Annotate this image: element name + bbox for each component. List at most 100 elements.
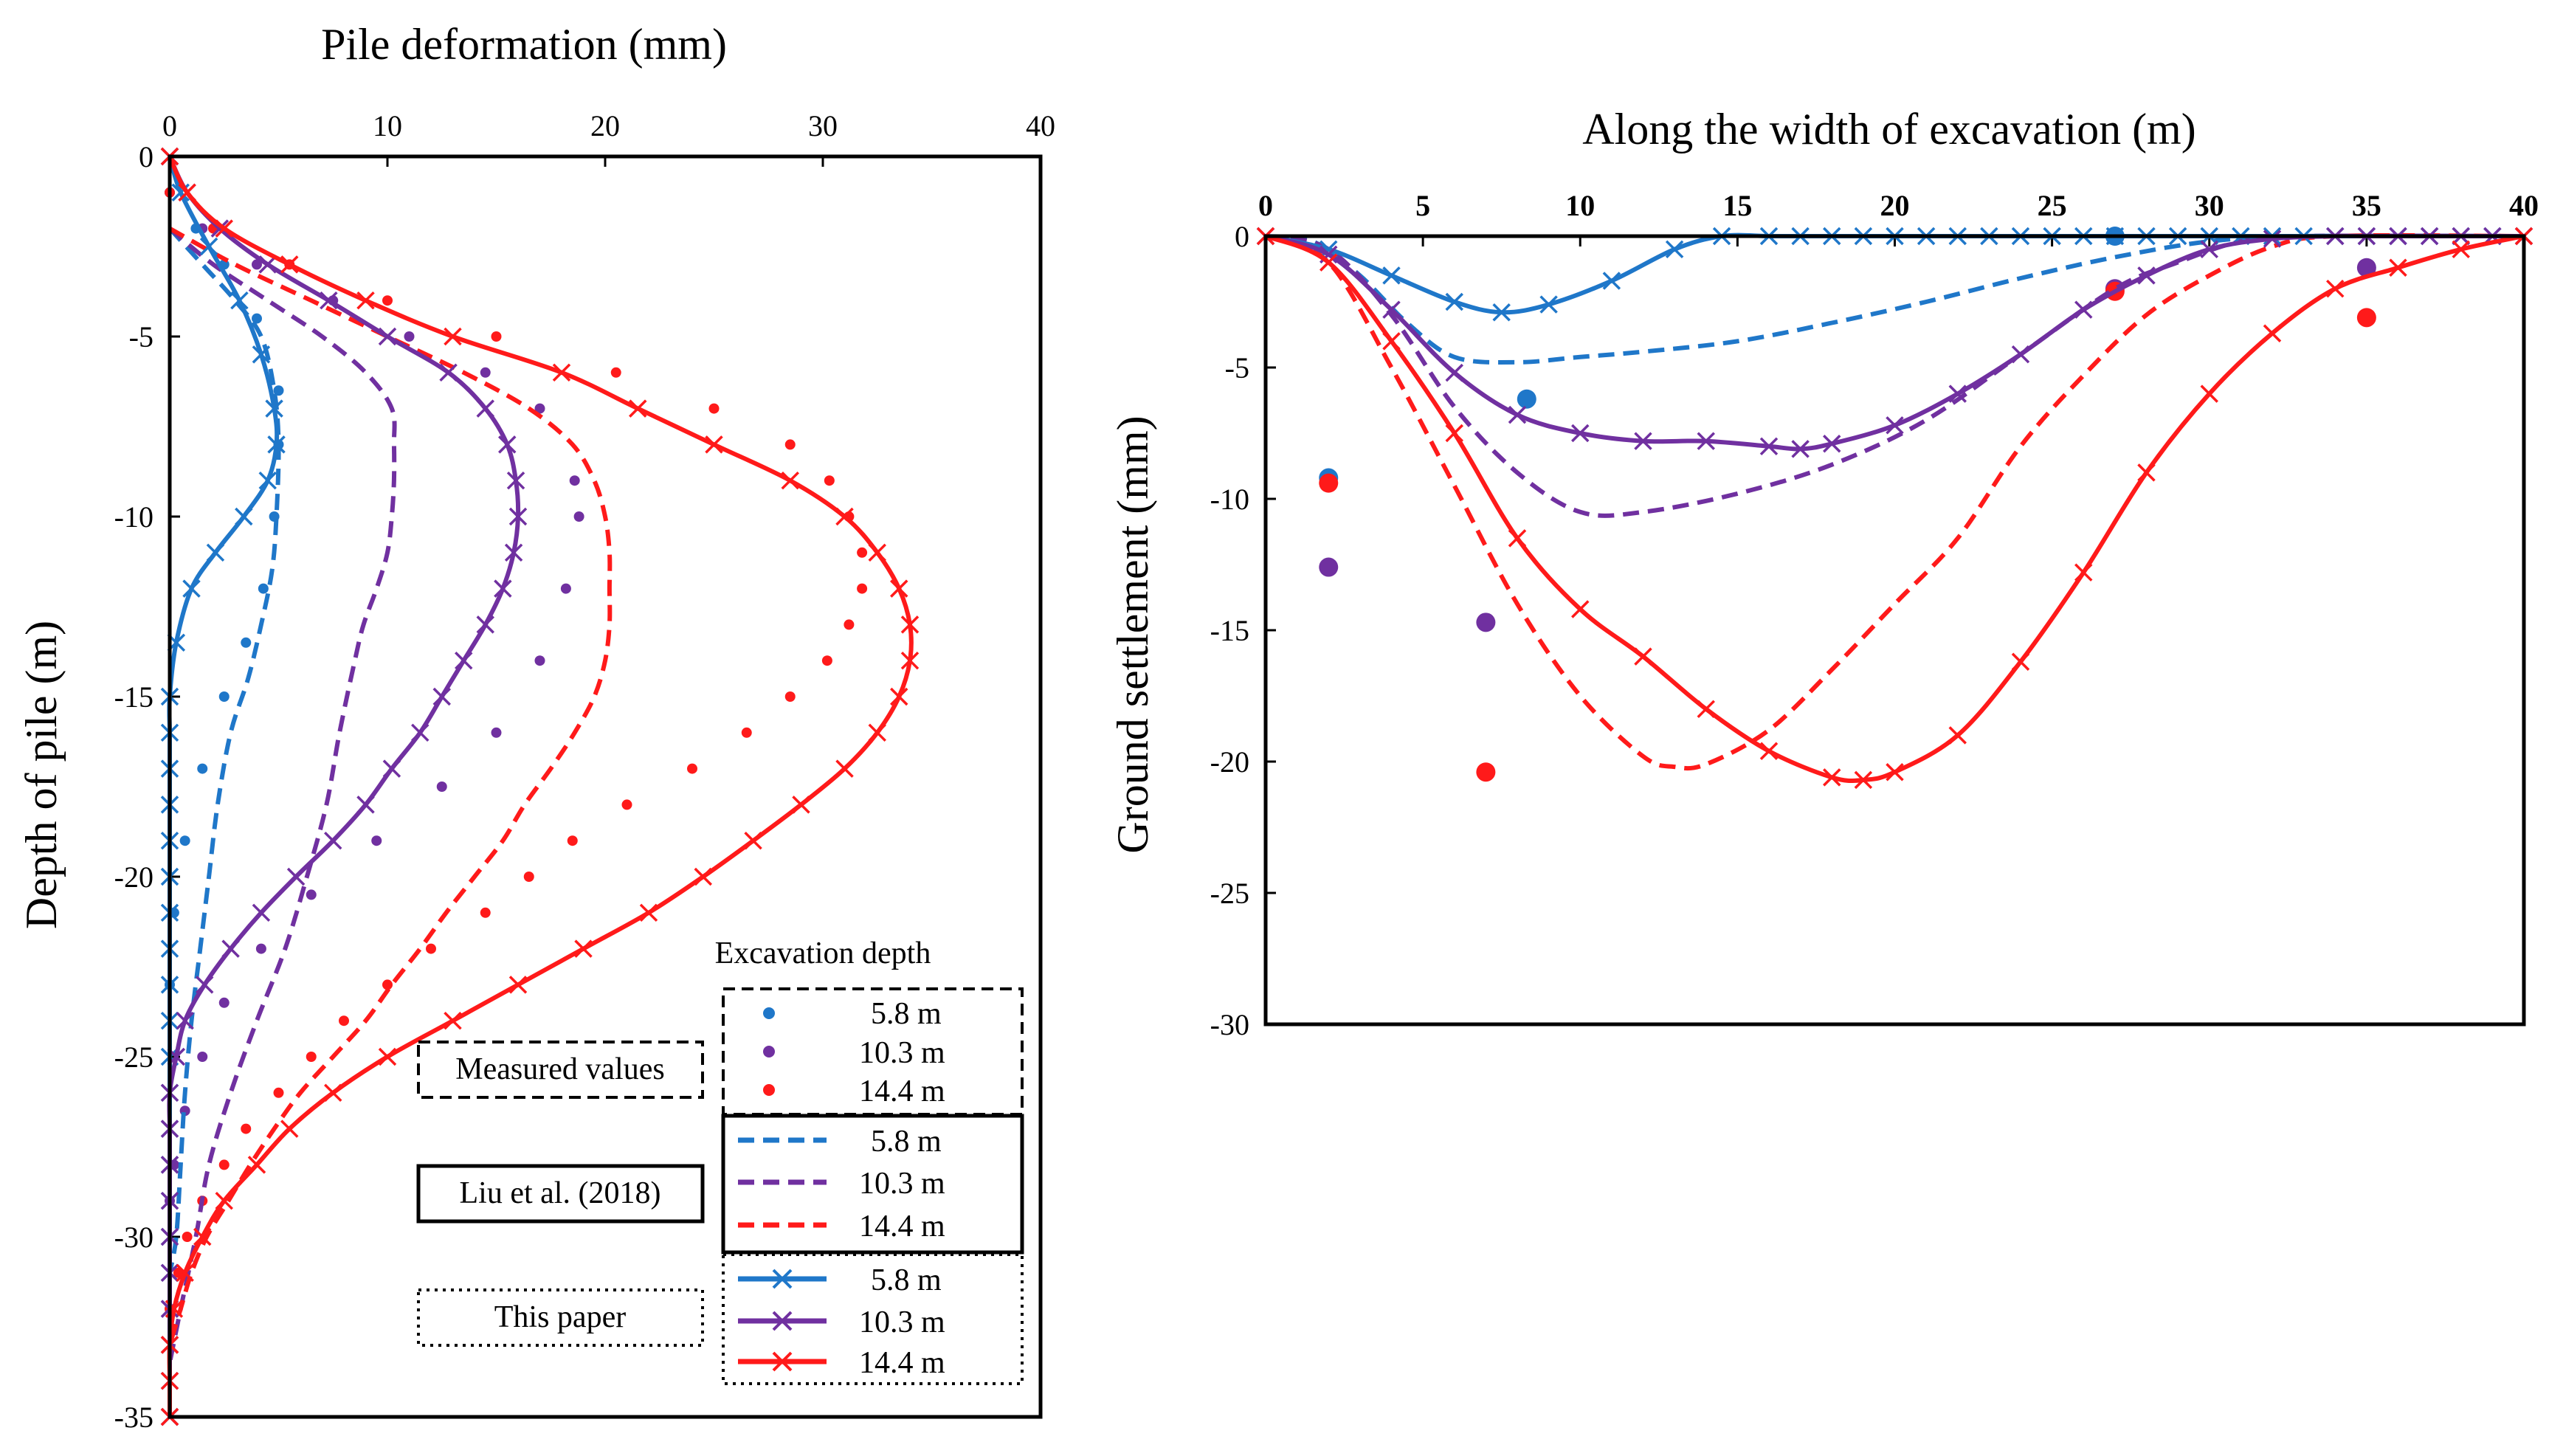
legend-label-box-liu [416, 1164, 705, 1224]
series-measured-purple [165, 187, 584, 1207]
x-tick-label: 5 [1415, 189, 1430, 222]
measured-point [218, 997, 230, 1008]
chart1-ticks: 0 10 20 30 40 0 -5 -10 -15 -20 -25 -30 -35 [114, 109, 1055, 1434]
legend-box-this-paper [722, 1253, 1024, 1385]
series-this-paper-red [160, 147, 920, 1426]
legend-this-paper-10.3: 10.3 m [738, 1305, 945, 1339]
y-tick-label: -30 [1210, 1008, 1249, 1041]
legend-liu-5.8: 5.8 m [738, 1125, 942, 1159]
x-marker [504, 543, 523, 562]
measured-point [491, 727, 502, 738]
x-marker [378, 1047, 397, 1066]
x-marker [1602, 272, 1621, 290]
measured-point [480, 367, 491, 378]
x-marker [506, 471, 525, 490]
liu-curve [168, 227, 281, 1274]
measured-point [741, 727, 752, 738]
x-marker [1320, 253, 1338, 272]
x-marker [444, 327, 462, 346]
x-marker [176, 1011, 194, 1030]
x-marker [230, 291, 249, 310]
x-marker [1382, 266, 1401, 285]
x-marker [1634, 647, 1652, 666]
x-marker [1508, 529, 1527, 548]
x-marker [2326, 279, 2345, 298]
x-marker [552, 363, 571, 382]
measured-point [523, 872, 534, 882]
measured-point [273, 385, 284, 396]
series-liu-red [1264, 232, 2525, 771]
x-marker [705, 435, 723, 454]
measured-point [255, 943, 266, 954]
legend-label-measured: Measured values [455, 1052, 664, 1086]
x-tick-label: 20 [1880, 189, 1910, 222]
x-marker [1697, 432, 1715, 450]
x-marker [1759, 742, 1779, 760]
series-this-paper-purple [160, 147, 528, 1426]
series-liu-red [168, 226, 613, 1346]
legend-label-box-measured [417, 1041, 704, 1099]
x-marker [639, 903, 658, 922]
x-marker [1948, 384, 1967, 403]
x-marker [792, 796, 810, 814]
legend-this-paper-14.4: 14.4 m [738, 1346, 945, 1380]
x-marker [890, 687, 908, 706]
legend-title: Excavation depth [715, 936, 931, 970]
x-marker [1320, 240, 1338, 259]
x-tick-label: 20 [590, 109, 620, 142]
y-tick-label: -15 [1210, 614, 1249, 647]
measured-point [339, 1015, 349, 1027]
measured-point [784, 439, 796, 450]
x-marker [432, 687, 451, 706]
legend-this-paper-5.8: 5.8 m [738, 1263, 942, 1297]
x-marker [1382, 300, 1401, 319]
series-liu-purple [1265, 233, 2525, 518]
measured-point [844, 619, 855, 630]
legend-x-marker [772, 1269, 793, 1289]
liu-curve [1265, 233, 2525, 518]
measured-point [252, 313, 262, 324]
chart2-plot-frame [1263, 234, 2526, 1027]
x-marker [1634, 432, 1652, 450]
legend-marker-measured-red [763, 1084, 775, 1096]
y-tick-label: 0 [139, 140, 153, 173]
x-marker [476, 399, 494, 418]
x-marker [247, 1156, 266, 1174]
legend-entry: 14.4 m [859, 1074, 945, 1108]
x-marker [206, 543, 225, 562]
y-tick-label: -30 [114, 1221, 153, 1254]
measured-point [2356, 308, 2376, 328]
legend-entry: 10.3 m [859, 1036, 945, 1070]
x-marker [258, 255, 277, 274]
y-tick-label: -5 [1225, 351, 1249, 384]
x-marker [199, 237, 218, 256]
x-tick-label: 0 [162, 109, 177, 142]
ground-settlement-chart: Along the width of excavation (m) Ground… [1108, 105, 2539, 1041]
pile-deformation-chart: Pile deformation (mm) Depth of pile (m) … [17, 20, 1055, 1434]
x-marker [1492, 303, 1511, 322]
x-marker [356, 796, 375, 814]
legend-x-marker [772, 1311, 793, 1331]
x-tick-label: 40 [2509, 189, 2539, 222]
measured-point [436, 782, 447, 792]
measured-point [273, 1087, 284, 1098]
measured-point [534, 403, 545, 414]
measured-point [567, 835, 578, 846]
x-marker [868, 723, 886, 742]
legend-x-marker [772, 1351, 793, 1372]
x-marker [781, 471, 799, 490]
series-liu-purple [168, 227, 397, 1364]
x-marker [476, 615, 494, 634]
measured-point [569, 475, 580, 486]
chart2-series [1256, 227, 2533, 790]
measured-point [824, 475, 835, 486]
x-marker [444, 1011, 462, 1030]
x-tick-label: 10 [373, 109, 402, 142]
x-marker [2074, 563, 2093, 582]
y-tick-label: -25 [1210, 877, 1249, 910]
legend-box-liu [721, 1114, 1024, 1255]
legend-entry: 5.8 m [871, 1263, 942, 1297]
legend-entry: 5.8 m [871, 1125, 942, 1159]
x-marker [890, 579, 908, 598]
